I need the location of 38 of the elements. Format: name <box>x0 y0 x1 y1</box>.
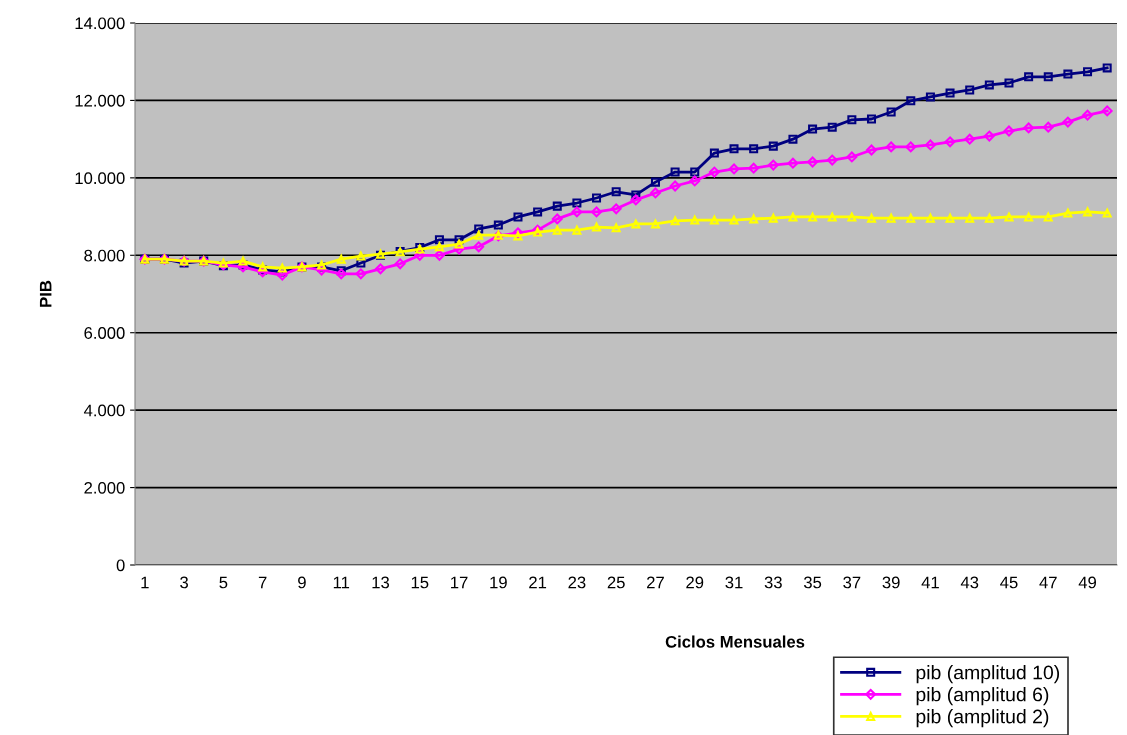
x-tick-label: 29 <box>686 576 704 589</box>
x-tick-label: 33 <box>764 576 782 589</box>
legend-label: pib (amplitud 10) <box>916 665 1060 684</box>
y-tick-label: 8.000 <box>84 249 125 262</box>
x-tick-label: 25 <box>607 576 625 589</box>
y-axis-title: PIB <box>39 280 52 307</box>
x-tick-label: 27 <box>647 576 664 589</box>
y-tick-label: 10.000 <box>75 172 125 185</box>
x-tick-label: 39 <box>882 576 900 589</box>
legend-label: pib (amplitud 6) <box>916 687 1049 706</box>
x-tick-label: 45 <box>1000 576 1018 589</box>
x-tick-label: 37 <box>843 576 861 589</box>
x-tick-label: 35 <box>803 576 822 589</box>
x-tick-label: 1 <box>141 576 149 589</box>
x-tick-label: 41 <box>921 576 939 589</box>
y-tick-label: 0 <box>116 559 125 572</box>
y-tick-label: 2.000 <box>84 481 125 494</box>
x-tick-label: 43 <box>960 576 979 589</box>
legend-label: pib (amplitud 2) <box>916 709 1049 728</box>
y-tick-label: 4.000 <box>83 404 125 417</box>
x-tick-label: 47 <box>1039 576 1057 589</box>
x-tick-label: 9 <box>298 576 306 589</box>
x-axis-title: Ciclos Mensuales <box>665 635 805 648</box>
x-tick-label: 49 <box>1078 576 1097 589</box>
x-tick-label: 13 <box>372 576 390 589</box>
x-tick-label: 11 <box>333 576 350 589</box>
x-tick-label: 5 <box>219 576 228 589</box>
x-tick-label: 7 <box>258 576 267 589</box>
y-tick-label: 6.000 <box>84 327 125 339</box>
x-tick-label: 3 <box>180 576 188 589</box>
y-tick-label: 12.000 <box>75 94 125 107</box>
x-tick-label: 15 <box>411 576 429 589</box>
x-tick-label: 21 <box>529 576 547 589</box>
x-tick-label: 23 <box>568 576 586 589</box>
x-tick-label: 17 <box>451 576 468 589</box>
y-tick-label: 14.000 <box>75 17 125 30</box>
x-tick-label: 19 <box>490 576 507 589</box>
x-tick-label: 31 <box>725 576 743 589</box>
